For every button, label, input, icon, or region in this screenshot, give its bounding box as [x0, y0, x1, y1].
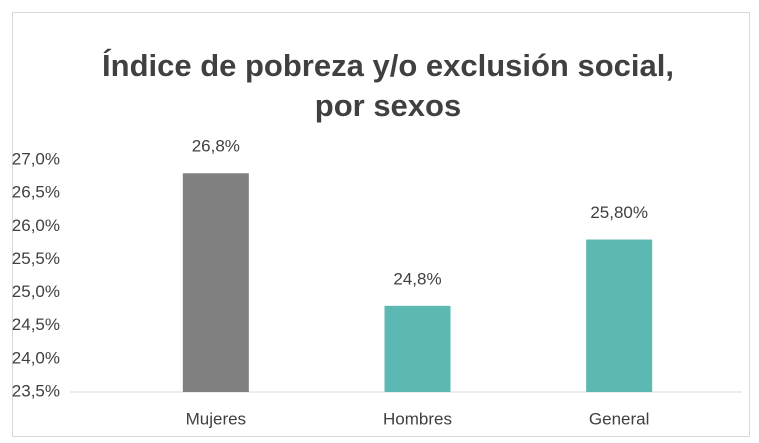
data-label: 24,8%	[393, 269, 441, 288]
bar	[586, 239, 653, 392]
x-tick-label: Mujeres	[186, 409, 246, 428]
y-tick-label: 24,5%	[12, 315, 60, 334]
chart-title: Índice de pobreza y/o exclusión social,	[102, 48, 674, 83]
y-tick-label: 26,5%	[12, 183, 60, 202]
bar	[182, 173, 249, 392]
x-tick-label: Hombres	[383, 409, 452, 428]
data-label: 25,80%	[590, 203, 648, 222]
y-tick-label: 26,0%	[12, 216, 60, 235]
y-tick-label: 25,0%	[12, 282, 60, 301]
y-tick-label: 27,0%	[12, 149, 60, 168]
bar	[384, 305, 451, 392]
y-tick-label: 25,5%	[12, 249, 60, 268]
chart-title: por sexos	[315, 88, 461, 123]
y-tick-label: 24,0%	[12, 348, 60, 367]
x-tick-label: General	[589, 409, 649, 428]
y-tick-label: 23,5%	[12, 381, 60, 400]
data-label: 26,8%	[192, 137, 240, 156]
